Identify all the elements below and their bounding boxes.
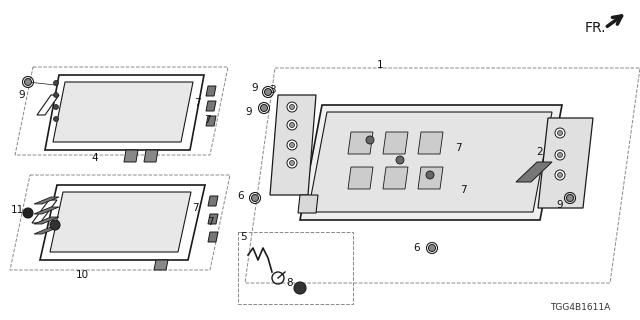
Text: TGG4B1611A: TGG4B1611A xyxy=(550,303,610,313)
Text: 9: 9 xyxy=(245,107,252,117)
Text: 9: 9 xyxy=(252,83,258,93)
Circle shape xyxy=(557,172,563,178)
Polygon shape xyxy=(34,227,59,234)
Circle shape xyxy=(289,123,294,127)
Circle shape xyxy=(264,89,271,95)
Text: 6: 6 xyxy=(413,243,420,253)
Polygon shape xyxy=(34,217,59,224)
Text: 4: 4 xyxy=(92,153,99,163)
Polygon shape xyxy=(348,167,373,189)
Circle shape xyxy=(50,220,60,230)
Polygon shape xyxy=(348,132,373,154)
Polygon shape xyxy=(298,195,318,213)
Circle shape xyxy=(54,92,58,98)
Circle shape xyxy=(23,208,33,218)
Text: 7: 7 xyxy=(192,203,198,213)
Polygon shape xyxy=(538,118,593,208)
Circle shape xyxy=(566,195,573,202)
Polygon shape xyxy=(206,86,216,96)
Text: FR.: FR. xyxy=(584,21,605,35)
Polygon shape xyxy=(50,192,191,252)
Polygon shape xyxy=(45,75,204,150)
Text: 9: 9 xyxy=(19,90,26,100)
Text: 7: 7 xyxy=(204,115,211,125)
Polygon shape xyxy=(53,82,193,142)
Circle shape xyxy=(54,105,58,109)
Circle shape xyxy=(289,161,294,165)
Text: 7: 7 xyxy=(207,217,213,227)
Polygon shape xyxy=(208,214,218,224)
Circle shape xyxy=(252,195,259,202)
Text: 6: 6 xyxy=(237,191,244,201)
Polygon shape xyxy=(270,95,316,195)
Polygon shape xyxy=(208,232,218,242)
Text: 8: 8 xyxy=(287,278,293,288)
Circle shape xyxy=(555,150,565,160)
Polygon shape xyxy=(308,112,552,212)
Text: 2: 2 xyxy=(537,147,543,157)
Polygon shape xyxy=(300,105,562,220)
Circle shape xyxy=(287,158,297,168)
Circle shape xyxy=(555,128,565,138)
Circle shape xyxy=(429,244,435,252)
Polygon shape xyxy=(32,200,57,223)
Text: 7: 7 xyxy=(194,98,200,108)
Circle shape xyxy=(557,131,563,135)
Polygon shape xyxy=(34,207,59,214)
Circle shape xyxy=(426,171,434,179)
Polygon shape xyxy=(516,162,552,182)
Circle shape xyxy=(555,170,565,180)
Circle shape xyxy=(260,105,268,111)
Circle shape xyxy=(287,120,297,130)
Circle shape xyxy=(289,142,294,148)
Circle shape xyxy=(294,282,306,294)
Text: 5: 5 xyxy=(240,232,246,242)
Circle shape xyxy=(54,116,58,122)
Polygon shape xyxy=(383,132,408,154)
Circle shape xyxy=(24,78,31,85)
Text: 1: 1 xyxy=(377,60,383,70)
Circle shape xyxy=(557,153,563,157)
Circle shape xyxy=(289,105,294,109)
Polygon shape xyxy=(418,167,443,189)
Circle shape xyxy=(287,140,297,150)
Polygon shape xyxy=(154,260,168,270)
Polygon shape xyxy=(206,101,216,111)
Circle shape xyxy=(287,102,297,112)
Polygon shape xyxy=(418,132,443,154)
Text: 10: 10 xyxy=(76,270,88,280)
Text: 7: 7 xyxy=(460,185,467,195)
Polygon shape xyxy=(40,185,205,260)
Text: 11: 11 xyxy=(10,205,24,215)
Text: 7: 7 xyxy=(454,143,461,153)
Polygon shape xyxy=(383,167,408,189)
Circle shape xyxy=(396,156,404,164)
Polygon shape xyxy=(124,150,138,162)
Polygon shape xyxy=(144,150,158,162)
Text: 9: 9 xyxy=(557,200,563,210)
Circle shape xyxy=(366,136,374,144)
Text: 3: 3 xyxy=(269,85,275,95)
Polygon shape xyxy=(208,196,218,206)
Polygon shape xyxy=(34,197,59,204)
Circle shape xyxy=(54,81,58,85)
Polygon shape xyxy=(37,95,59,115)
Polygon shape xyxy=(206,116,216,126)
